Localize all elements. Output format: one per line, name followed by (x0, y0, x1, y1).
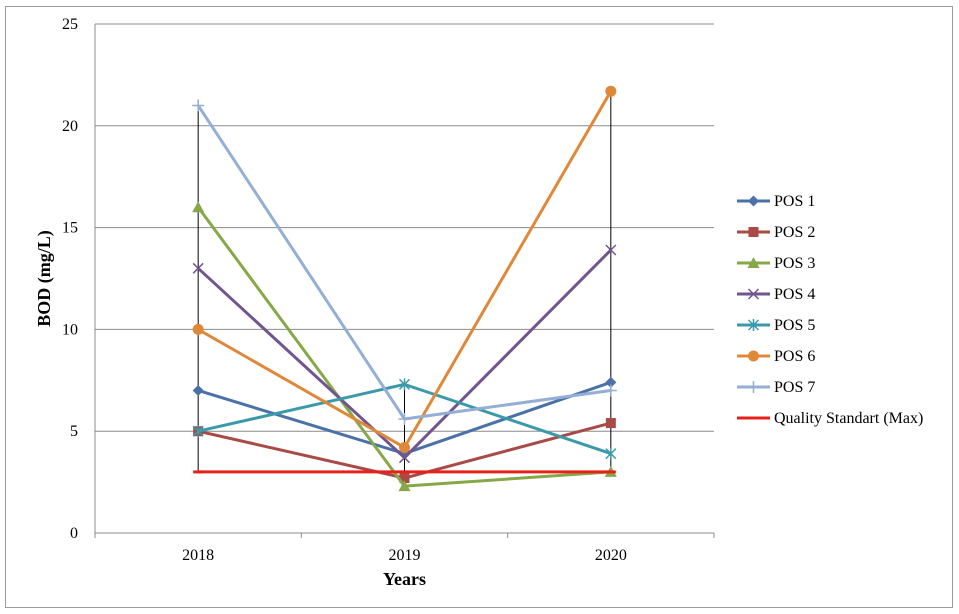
gridlines (95, 23, 714, 432)
series-8 (193, 470, 616, 474)
legend-label: POS 1 (774, 193, 815, 210)
legend-marker (748, 195, 759, 207)
series-7 (192, 99, 617, 425)
legend-item: Quality Standart (Max) (737, 410, 923, 427)
data-point (605, 85, 617, 97)
legend-item: POS 3 (737, 255, 815, 272)
series-4 (192, 244, 617, 464)
legend-label: POS 2 (774, 224, 815, 241)
legend-marker (747, 288, 760, 300)
data-point (398, 452, 411, 464)
y-tick-label: 25 (62, 16, 78, 33)
legend-marker (748, 416, 759, 420)
data-point (604, 384, 617, 397)
legend-marker (747, 257, 760, 268)
data-point (193, 470, 204, 474)
legend-label: POS 7 (774, 379, 815, 396)
data-point (399, 441, 410, 453)
legend-item: POS 2 (737, 224, 815, 241)
axes: 0 5 10 15 20 25 2018 2019 2020 Years BOD (mg/L) (34, 16, 715, 589)
data-point (192, 99, 205, 112)
x-axis-title: Years (383, 569, 426, 589)
legend-label: Quality Standart (Max) (774, 410, 923, 427)
data-point (398, 480, 411, 492)
data-point (192, 262, 204, 274)
data-point (192, 384, 204, 396)
series-line (196, 104, 612, 421)
data-point (605, 244, 617, 256)
legend-item: POS 7 (737, 379, 815, 396)
data-point (398, 412, 411, 425)
legend-marker (747, 381, 760, 393)
data-point (192, 425, 204, 438)
legend: POS 1 POS 2 POS 3 POS 4 POS 5 POS 6 POS 7 Quali… (737, 193, 923, 427)
legend-marker (747, 319, 760, 331)
data-point (192, 323, 204, 335)
series-6 (192, 85, 617, 453)
x-tick-label: 2020 (595, 547, 627, 564)
legend-label: POS 4 (774, 286, 815, 303)
legend-label: POS 6 (774, 348, 815, 365)
data-point (605, 418, 616, 429)
data-point (399, 470, 410, 474)
high-low-lines (197, 91, 612, 487)
y-tick-label: 0 (70, 525, 78, 542)
legend-item: POS 1 (737, 193, 815, 210)
plot-series (192, 85, 617, 492)
y-tick-label: 20 (62, 118, 78, 135)
series-5 (192, 378, 617, 460)
x-tick-label: 2019 (389, 547, 421, 564)
legend-marker (748, 350, 759, 362)
legend-item: POS 5 (737, 317, 815, 334)
data-point (399, 473, 410, 484)
chart-frame (5, 6, 953, 608)
y-tick-label: 10 (62, 321, 78, 338)
legend-item: POS 4 (737, 286, 815, 303)
legend-marker (748, 227, 759, 237)
legend-label: POS 3 (774, 255, 815, 272)
data-point (605, 447, 617, 460)
data-point (605, 470, 616, 474)
y-axis-title: BOD (mg/L) (34, 230, 55, 327)
data-point (192, 201, 205, 213)
x-tick-label: 2018 (182, 547, 214, 564)
data-point (605, 376, 617, 388)
legend-label: POS 5 (774, 317, 815, 334)
legend-item: POS 6 (737, 348, 815, 365)
y-tick-label: 5 (70, 423, 78, 440)
y-tick-label: 15 (62, 220, 78, 237)
data-point (398, 378, 411, 391)
